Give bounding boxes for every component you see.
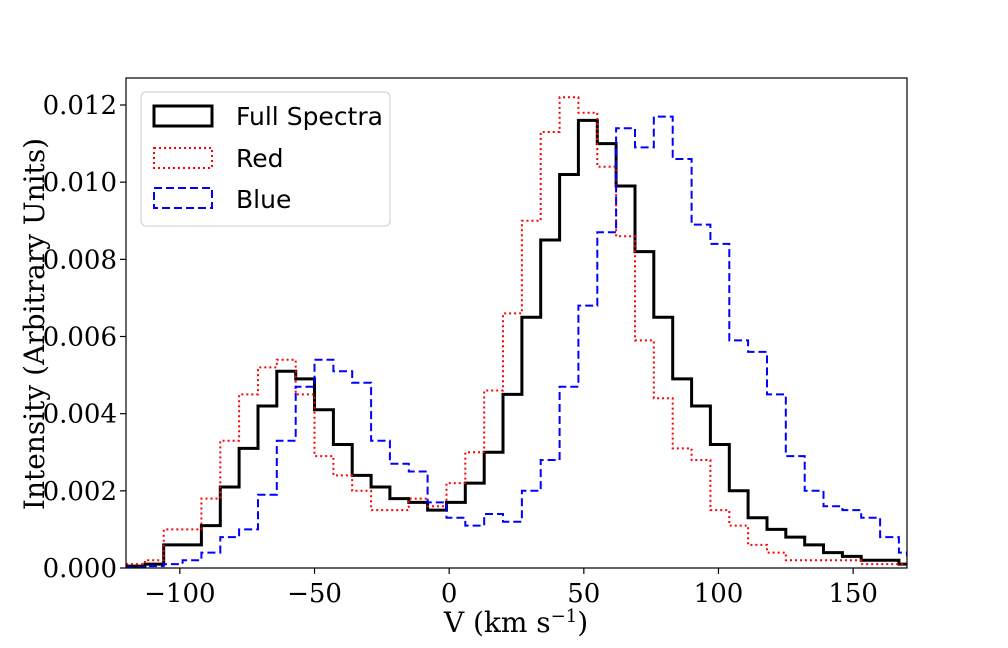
plot-frame [125, 77, 908, 569]
x-tick-label: 150 [828, 579, 878, 609]
legend-swatch-red [153, 147, 213, 169]
y-axis-label: Intensity (Arbitrary Units) [18, 138, 51, 510]
x-tick-label: 100 [694, 579, 744, 609]
y-axis: 0.000 0.002 0.004 0.006 0.008 0.010 0.012 [43, 91, 126, 584]
legend-label-red: Red [236, 144, 284, 173]
legend: Full Spectra Red Blue [140, 91, 391, 227]
legend-swatch-full-spectra [152, 104, 214, 128]
series-full-spectra [126, 118, 907, 568]
x-tick-label: −100 [144, 579, 215, 609]
series-layer [126, 96, 907, 568]
legend-label-full-spectra: Full Spectra [236, 102, 383, 131]
series-blue [126, 115, 907, 568]
y-tick-label: 0.012 [43, 91, 117, 121]
x-tick-label: 50 [567, 579, 600, 609]
x-tick-label: −50 [287, 579, 342, 609]
x-tick-label: 0 [441, 579, 458, 609]
y-tick-label: 0.010 [43, 168, 117, 198]
y-tick-label: 0.004 [43, 400, 117, 430]
x-axis-label-superscript: −1 [551, 606, 578, 627]
x-axis-label: V (km s−1) [443, 606, 588, 640]
y-tick-label: 0.006 [43, 323, 117, 353]
legend-swatch-blue [153, 187, 213, 209]
y-tick-label: 0.000 [43, 554, 117, 584]
x-axis: −100 −50 0 50 100 150 [144, 568, 878, 609]
y-tick-label: 0.008 [43, 245, 117, 275]
y-tick-label: 0.002 [43, 477, 117, 507]
legend-label-blue: Blue [236, 185, 291, 214]
